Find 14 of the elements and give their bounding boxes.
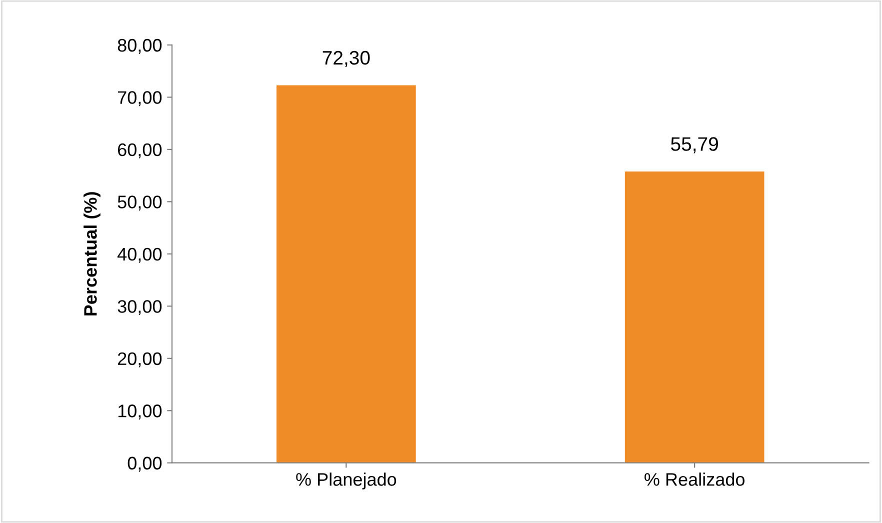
y-axis-title: Percentual (%) <box>84 192 100 316</box>
y-tick-label: 0,00 <box>128 456 162 472</box>
y-tick-label: 70,00 <box>118 91 162 106</box>
y-tick-label: 40,00 <box>118 248 162 263</box>
y-tick-label: 60,00 <box>118 143 162 158</box>
data-label: 72,30 <box>322 50 370 67</box>
y-tick-label: 10,00 <box>118 404 162 420</box>
y-tick-label: 20,00 <box>118 352 162 368</box>
x-tick-label: % Planejado <box>296 472 396 490</box>
x-tick-label: % Realizado <box>644 472 745 486</box>
y-tick-label: 80,00 <box>118 38 162 54</box>
y-tick-label: 30,00 <box>118 300 162 316</box>
y-tick-label: 50,00 <box>118 196 162 211</box>
data-label: 55,79 <box>671 137 718 154</box>
